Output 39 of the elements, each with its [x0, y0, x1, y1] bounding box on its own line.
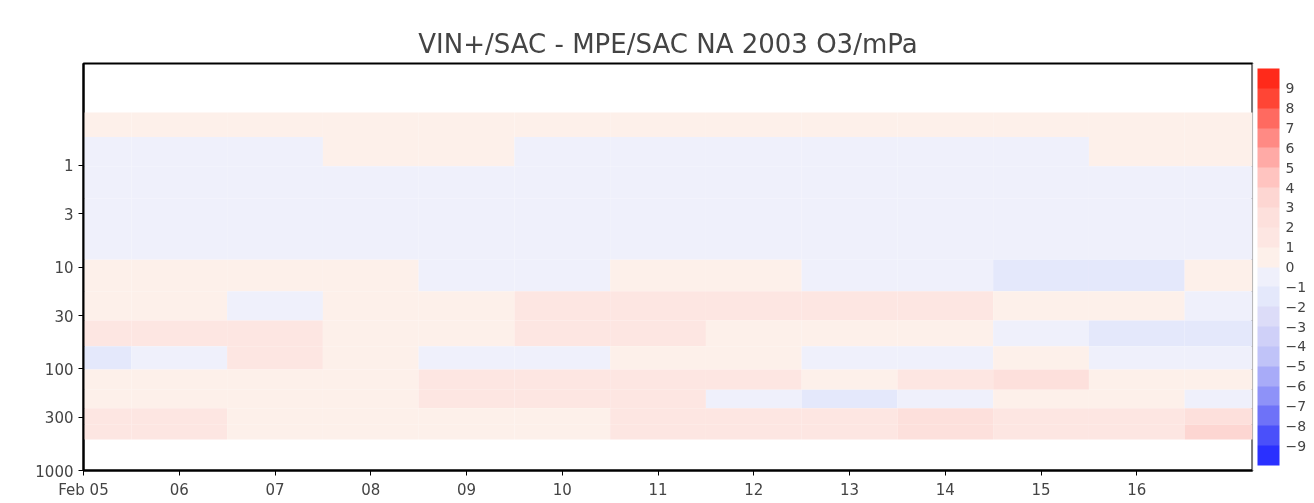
- color-bar-label: 7: [1285, 120, 1295, 137]
- y-tick-label: 3: [63, 205, 74, 224]
- color-bar-label: −3: [1285, 318, 1307, 335]
- color-bar-label: 5: [1285, 159, 1295, 176]
- x-tick-label: 16: [1127, 480, 1147, 499]
- x-tick-label: 07: [265, 480, 285, 499]
- color-bar-label: −7: [1285, 397, 1307, 414]
- color-bar-label: 6: [1285, 139, 1295, 156]
- y-tick-label: 30: [54, 307, 74, 326]
- x-tick-label: 12: [744, 480, 764, 499]
- x-tick-label: 13: [839, 480, 860, 499]
- y-tick-label: 300: [44, 409, 74, 428]
- x-tick-label: 10: [552, 480, 572, 499]
- color-bar-label: 3: [1285, 199, 1295, 216]
- color-bar-label: 9: [1285, 80, 1295, 97]
- y-tick-label: 10: [54, 259, 74, 277]
- color-bar-label: −1: [1285, 278, 1307, 295]
- y-tick-label: 1: [63, 157, 74, 176]
- color-bar-label: 2: [1285, 219, 1295, 236]
- y-tick-label: 100: [44, 360, 74, 379]
- x-tick-label: 08: [361, 480, 381, 499]
- chart-title: VIN+/SAC - MPE/SAC NA 2003 O3/mPa: [418, 28, 918, 59]
- color-bar-label: −9: [1285, 437, 1307, 454]
- color-bar-label: 4: [1285, 179, 1295, 196]
- color-bar-label: 8: [1285, 100, 1295, 117]
- color-bar-label: −8: [1285, 417, 1307, 434]
- color-bar-label: −4: [1285, 338, 1307, 355]
- x-tick-label: 14: [935, 480, 955, 499]
- x-tick-label: 09: [456, 480, 477, 499]
- y-tick-label: 1000: [35, 462, 74, 481]
- x-tick-label: 15: [1031, 480, 1051, 499]
- color-bar-label: 0: [1285, 259, 1295, 275]
- color-bar-label: −5: [1285, 358, 1307, 375]
- x-tick-label: 11: [648, 480, 668, 499]
- color-bar-label: −6: [1285, 378, 1307, 395]
- color-bar-label: 1: [1285, 239, 1295, 256]
- color-bar-label: −2: [1285, 298, 1307, 315]
- x-tick-label: 06: [169, 480, 189, 499]
- x-tick-label: Feb 05: [58, 480, 109, 499]
